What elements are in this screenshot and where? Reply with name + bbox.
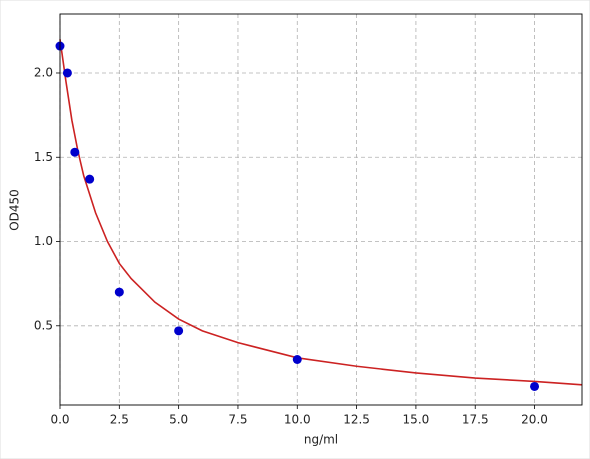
data-point [174,326,184,336]
data-point [85,174,95,184]
y-axis-label: OD450 [8,189,22,231]
y-tick-label: 1.5 [34,150,53,164]
data-point [70,147,80,157]
x-tick-label: 10.0 [284,413,311,427]
x-tick-label: 20.0 [521,413,548,427]
plot-area: 0.0 2.5 5.0 7.5 10.0 12.5 15.0 17.5 20.0 0.5 1.0 1.… [34,13,583,427]
data-point [114,287,124,297]
y-tick-label: 2.0 [34,65,53,79]
y-tick-label: 0.5 [34,318,53,332]
data-point [530,381,540,391]
plot-frame [59,13,583,406]
x-tick-label: 5.0 [169,413,188,427]
x-tick-label: 17.5 [462,413,489,427]
x-tick-label: 7.5 [228,413,247,427]
data-point [292,354,302,364]
x-tick-label: 0.0 [50,413,69,427]
x-axis-label: ng/ml [304,433,338,447]
y-tick-label: 1.0 [34,234,53,248]
x-tick-label: 15.0 [403,413,430,427]
x-tick-label: 12.5 [343,413,370,427]
x-tick-label: 2.5 [110,413,129,427]
data-point [62,68,72,78]
